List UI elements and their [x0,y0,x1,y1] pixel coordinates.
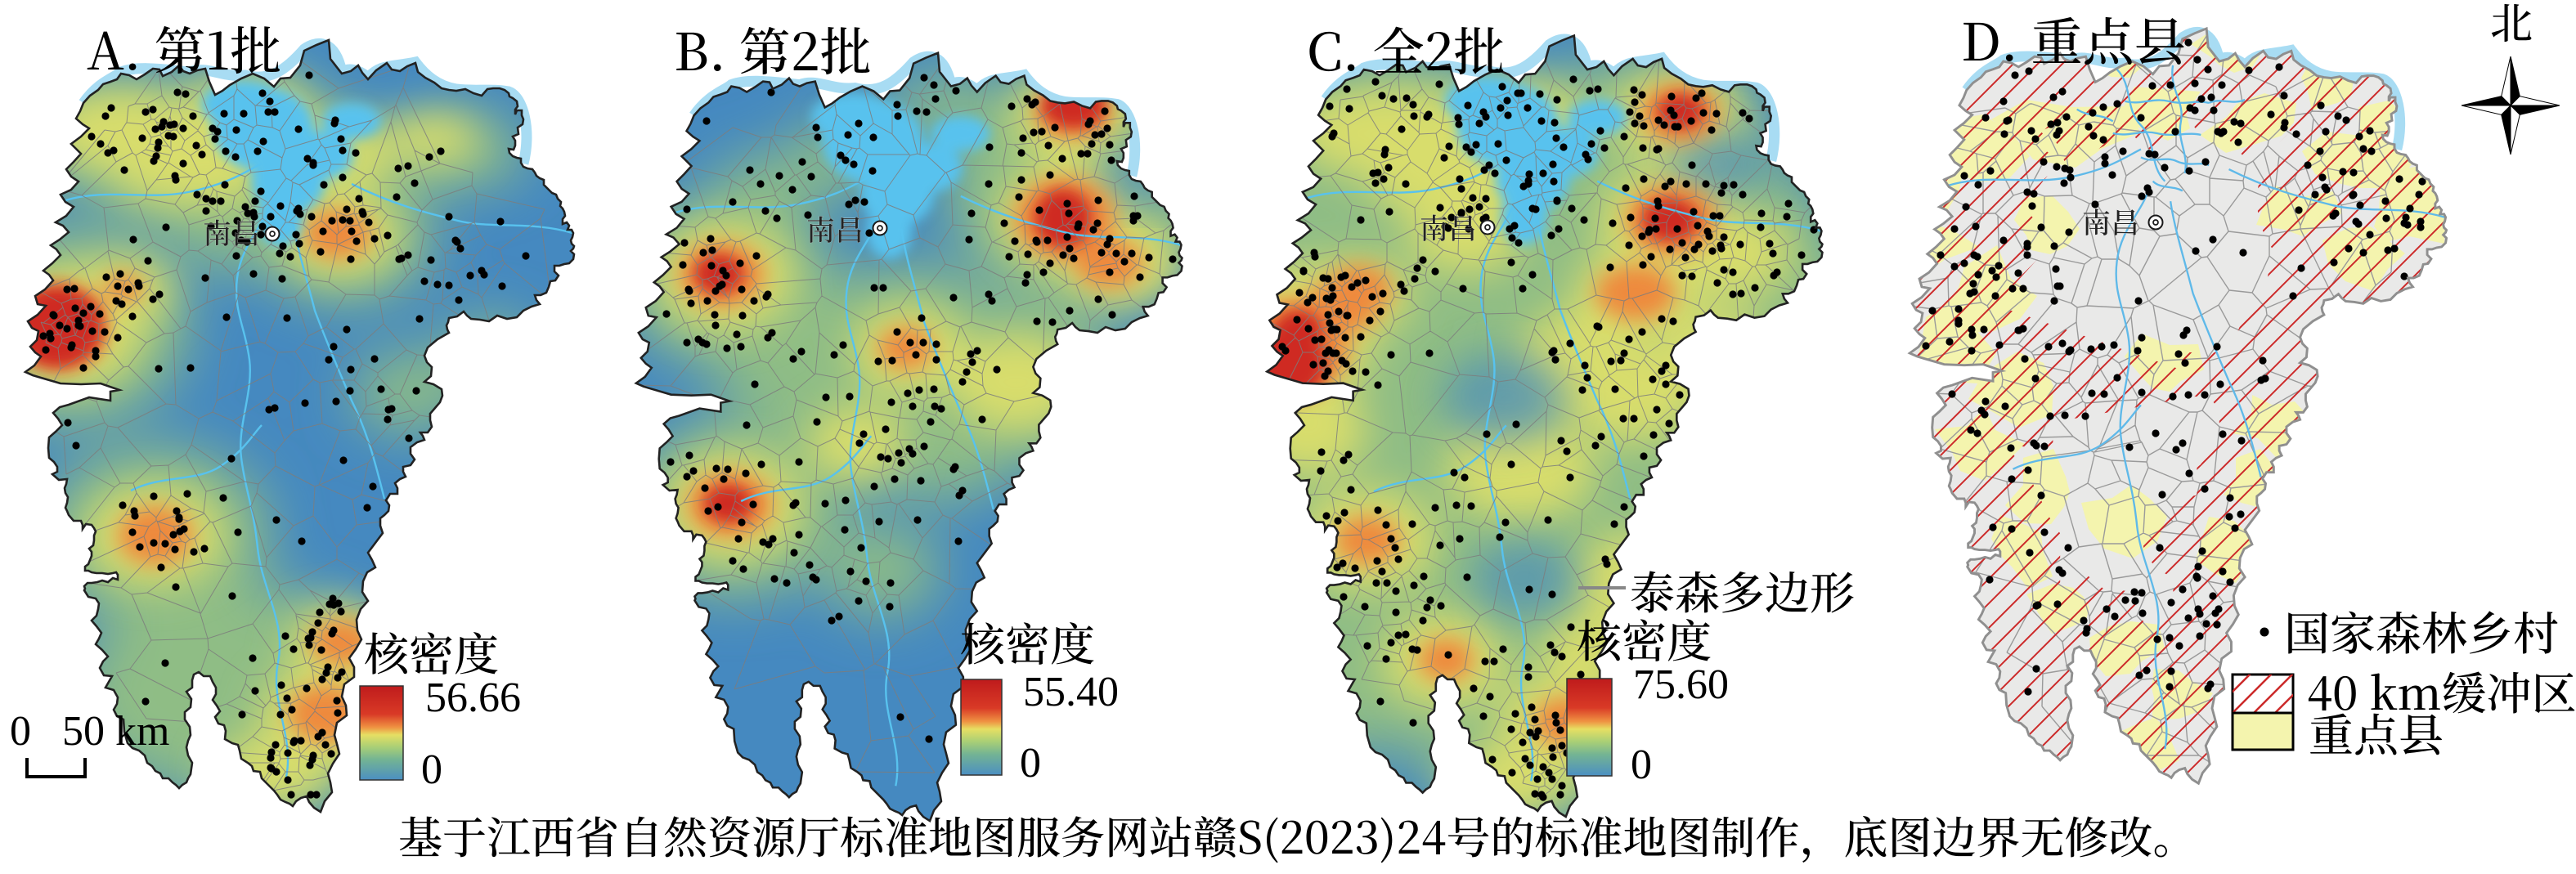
svg-text:0: 0 [421,746,442,793]
svg-text:0: 0 [1020,740,1041,787]
svg-text:55.40: 55.40 [1023,669,1119,715]
svg-text:75.60: 75.60 [1633,661,1729,708]
svg-text:0: 0 [1631,742,1652,788]
svg-text:0: 0 [10,708,31,755]
svg-text:50 km: 50 km [62,708,169,755]
svg-text:56.66: 56.66 [425,675,521,721]
